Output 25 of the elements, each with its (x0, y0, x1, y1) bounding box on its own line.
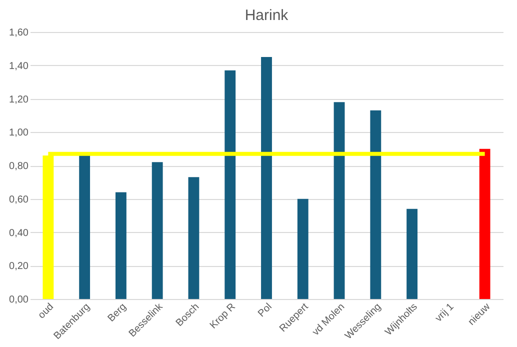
chart-title: Harink (244, 7, 289, 24)
bar (224, 70, 236, 299)
x-tick-label: Pol (256, 302, 274, 320)
x-tick-label: oud (36, 302, 56, 322)
y-tick-label: 0,60 (9, 194, 29, 206)
y-tick-label: 0,40 (9, 228, 29, 239)
bar (116, 192, 126, 299)
y-tick-label: 1,60 (9, 28, 29, 38)
y-tick-label: 0,00 (9, 294, 29, 306)
y-tick-label: 0,80 (9, 161, 29, 172)
bar (79, 155, 90, 299)
y-tick-label: 1,00 (9, 128, 29, 139)
x-tick-label: Krop R (208, 302, 238, 332)
bar (152, 162, 163, 299)
bar (188, 177, 200, 299)
y-tick-label: 0,20 (9, 261, 29, 272)
y-tick-label: 1,40 (9, 60, 29, 72)
bar (297, 198, 308, 299)
bar (370, 110, 382, 299)
y-tick-label: 1,20 (9, 94, 29, 106)
bar (261, 57, 272, 299)
bar (334, 102, 345, 299)
bar (406, 208, 418, 299)
bar (479, 148, 490, 299)
x-tick-label: vrij 1 (433, 301, 457, 324)
